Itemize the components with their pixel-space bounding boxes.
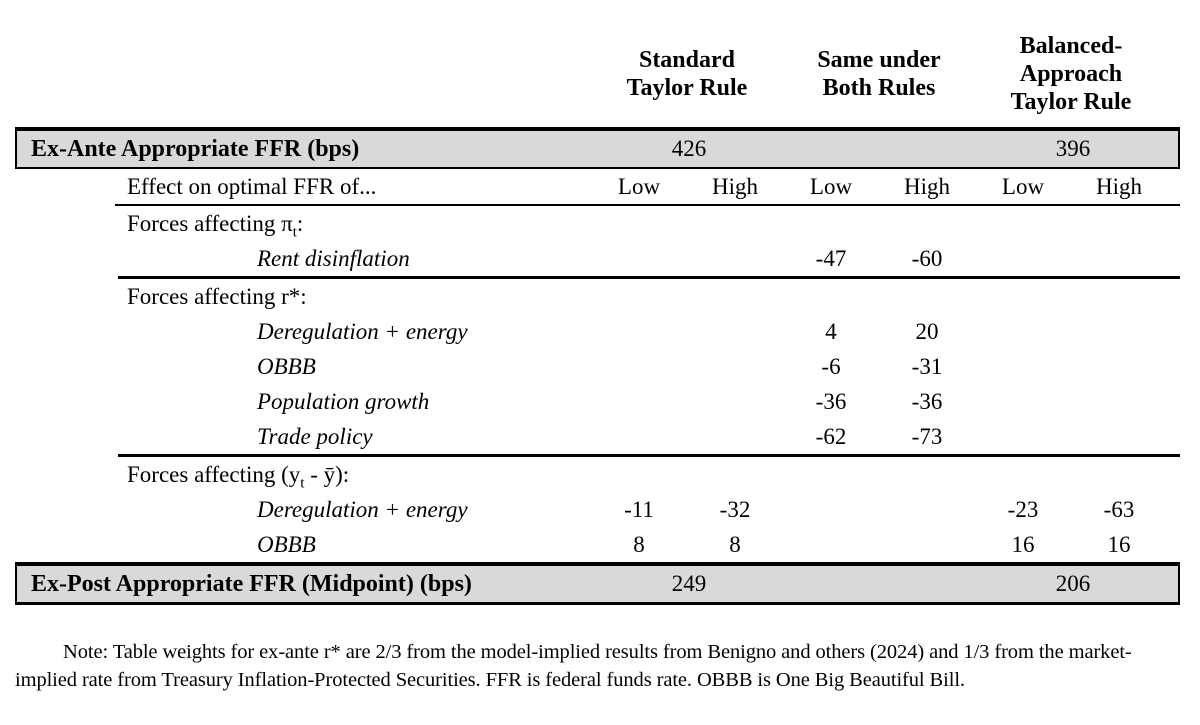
subcol-standard-low: Low xyxy=(617,174,661,199)
row-obbb-gap: OBBB 8 8 16 16 xyxy=(15,527,1180,562)
ex-post-ffr-row: Ex-Post Appropriate FFR (Midpoint) (bps)… xyxy=(15,562,1180,605)
row-label: Deregulation + energy xyxy=(257,497,468,522)
low-high-subheader-row: Effect on optimal FFR of... Low High Low… xyxy=(15,169,1180,204)
ex-ante-balanced-value: 396 xyxy=(1055,136,1091,161)
section-header-text: Forces affecting π xyxy=(127,211,293,236)
row-label: Deregulation + energy xyxy=(257,319,468,344)
row-rent-disinflation: Rent disinflation -47 -60 xyxy=(15,241,1180,276)
row-deregulation-energy-gap: Deregulation + energy -11 -32 -23 -63 xyxy=(15,492,1180,527)
cell-same-high: -36 xyxy=(911,389,943,414)
cell-standard-low: 8 xyxy=(633,532,645,557)
section-header-colon: : xyxy=(296,211,304,236)
row-deregulation-energy-rstar: Deregulation + energy 4 20 xyxy=(15,314,1180,349)
cell-same-high: -60 xyxy=(911,246,943,271)
cell-balanced-low: -23 xyxy=(1007,497,1039,522)
cell-balanced-high: 16 xyxy=(1107,532,1131,557)
ex-post-balanced-value: 206 xyxy=(1055,571,1091,596)
cell-standard-low: -11 xyxy=(624,497,654,522)
row-label: OBBB xyxy=(257,354,316,379)
cell-same-low: -36 xyxy=(815,389,847,414)
subcol-standard-high: High xyxy=(712,174,758,199)
subcol-balanced-high: High xyxy=(1096,174,1142,199)
effect-row-label: Effect on optimal FFR of... xyxy=(127,174,377,199)
row-label: Trade policy xyxy=(257,424,373,449)
section-header-inflation: Forces affecting πt: xyxy=(15,206,1180,241)
col-header-same-under-both-rules: Same under Both Rules xyxy=(817,47,941,101)
row-label: OBBB xyxy=(257,532,316,557)
row-obbb-rstar: OBBB -6 -31 xyxy=(15,349,1180,384)
cell-same-low: -47 xyxy=(815,246,847,271)
ex-ante-ffr-row: Ex-Ante Appropriate FFR (bps) 426 396 xyxy=(15,127,1180,169)
rule-under-subheader xyxy=(115,204,1180,206)
cell-standard-high: -32 xyxy=(719,497,751,522)
cell-same-low: -6 xyxy=(821,354,841,379)
table-header-row: Standard Taylor Rule Same under Both Rul… xyxy=(15,26,1180,127)
row-trade-policy: Trade policy -62 -73 xyxy=(15,419,1180,454)
rule-under-inflation-section xyxy=(118,276,1180,279)
section-header-rstar-label: Forces affecting r*: xyxy=(15,279,1180,314)
cell-standard-high: 8 xyxy=(729,532,741,557)
section-header-text: Forces affecting r*: xyxy=(127,284,307,309)
col-header-standard-taylor-rule: Standard Taylor Rule xyxy=(626,47,748,101)
ex-ante-ffr-label: Ex-Ante Appropriate FFR (bps) xyxy=(31,136,360,162)
section-header-colon: - ȳ): xyxy=(304,462,350,487)
section-header-text: Forces affecting (y xyxy=(127,462,301,487)
table-note: Note: Table weights for ex-ante r* are 2… xyxy=(15,641,1132,691)
subcol-balanced-low: Low xyxy=(1001,174,1045,199)
row-population-growth: Population growth -36 -36 xyxy=(15,384,1180,419)
cell-same-high: -31 xyxy=(911,354,943,379)
cell-balanced-low: 16 xyxy=(1011,532,1035,557)
row-label: Population growth xyxy=(257,389,430,414)
col-header-balanced-approach-taylor-rule: Balanced- Approach Taylor Rule xyxy=(1010,33,1132,115)
section-header-inflation-label: Forces affecting πt: xyxy=(15,206,1180,241)
cell-same-high: -73 xyxy=(911,424,943,449)
section-header-output-gap-label: Forces affecting (yt - ȳ): xyxy=(15,457,1180,492)
taylor-rule-table: Standard Taylor Rule Same under Both Rul… xyxy=(15,0,1180,605)
cell-same-low: 4 xyxy=(825,319,837,344)
cell-same-low: -62 xyxy=(815,424,847,449)
ex-ante-standard-value: 426 xyxy=(671,136,707,161)
rule-under-rstar-section xyxy=(118,454,1180,457)
subcol-same-low: Low xyxy=(809,174,853,199)
section-header-output-gap: Forces affecting (yt - ȳ): xyxy=(15,457,1180,492)
cell-same-high: 20 xyxy=(915,319,939,344)
ex-post-ffr-label: Ex-Post Appropriate FFR (Midpoint) (bps) xyxy=(31,571,472,597)
section-header-rstar: Forces affecting r*: xyxy=(15,279,1180,314)
section-header-subscript: t xyxy=(292,224,297,241)
subcol-same-high: High xyxy=(904,174,950,199)
cell-balanced-high: -63 xyxy=(1103,497,1135,522)
section-header-subscript: t xyxy=(300,475,305,492)
ex-post-standard-value: 249 xyxy=(671,571,707,596)
row-label: Rent disinflation xyxy=(257,246,410,271)
